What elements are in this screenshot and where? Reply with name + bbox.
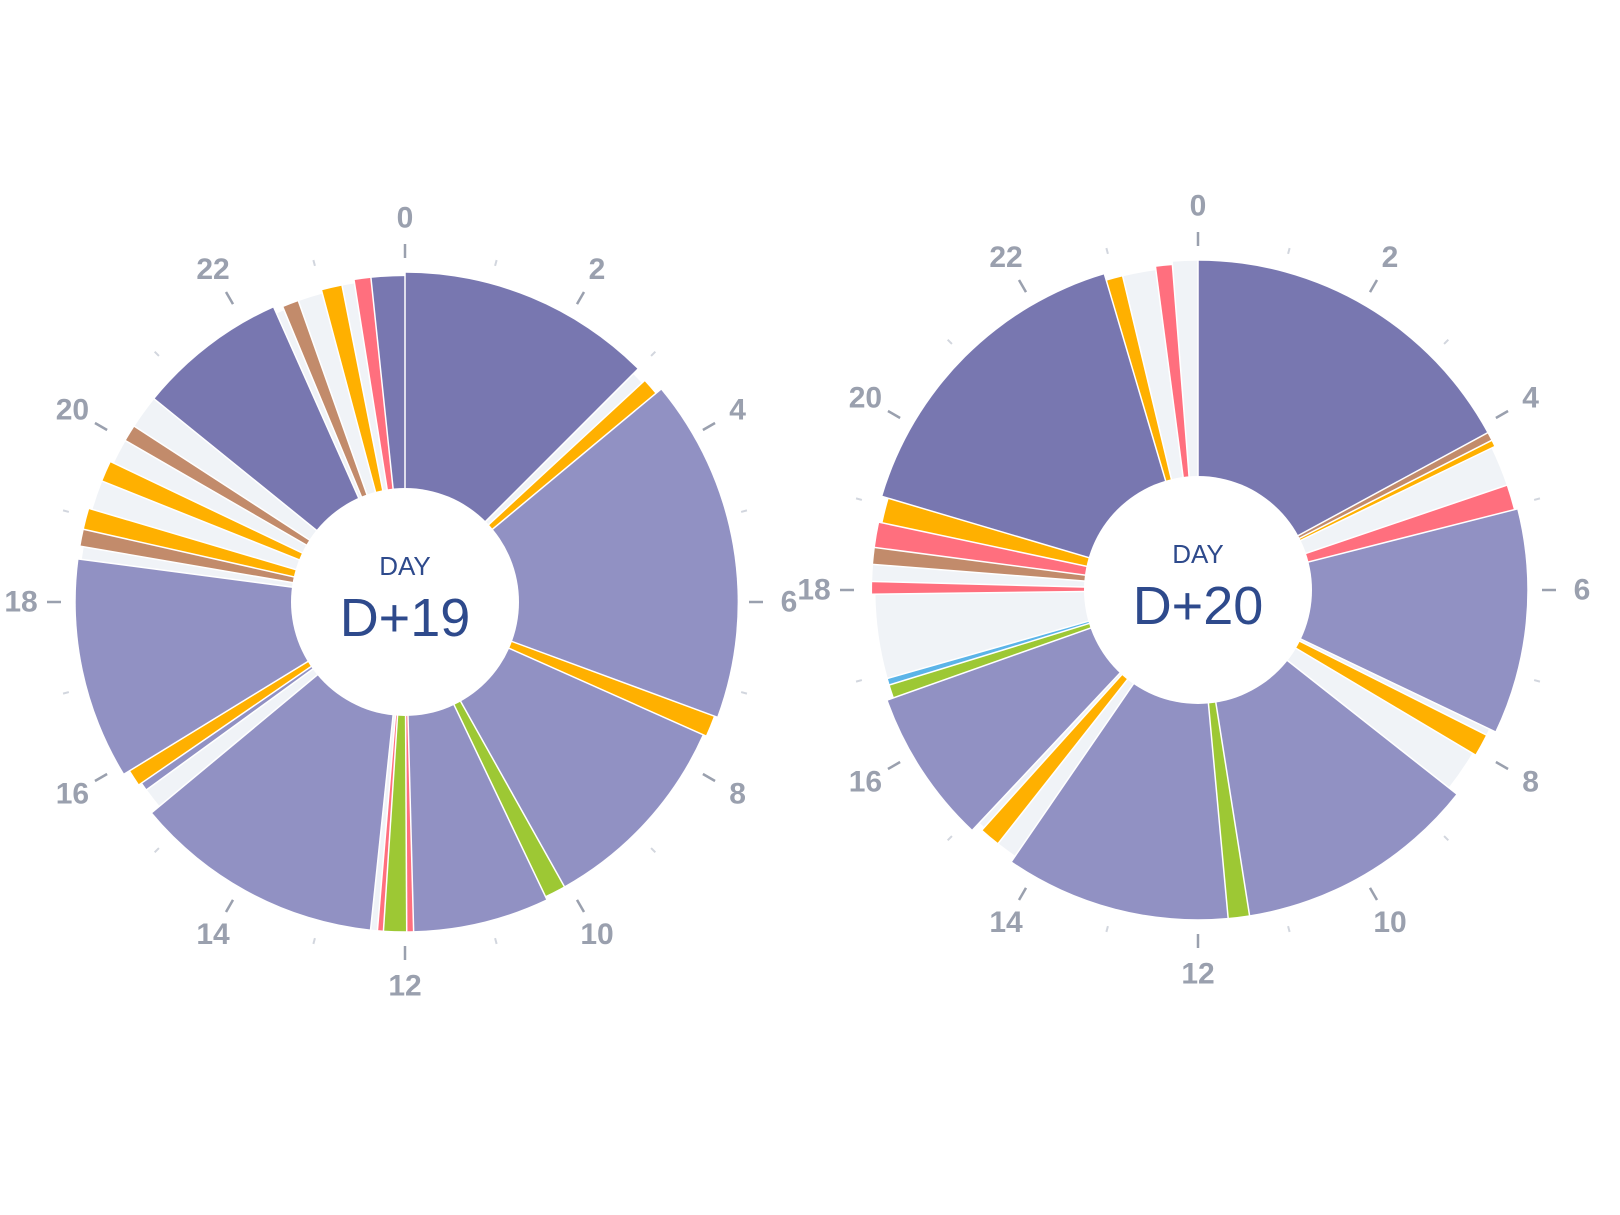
major-tick — [702, 772, 716, 783]
hour-tick-label: 12 — [388, 970, 421, 1003]
major-tick — [887, 409, 901, 420]
minor-ticks — [855, 247, 1541, 933]
hour-tick-label: 0 — [1190, 190, 1207, 223]
hour-tick-label: 20 — [56, 394, 89, 427]
segment-rest — [405, 389, 738, 718]
minor-tick — [1105, 925, 1109, 933]
hour-tick-label: 18 — [4, 586, 37, 619]
minor-tick — [62, 691, 70, 695]
hour-tick-label: 8 — [729, 778, 746, 811]
hour-tick-label: 14 — [989, 906, 1023, 939]
center-day-value: D+19 — [340, 588, 471, 648]
minor-tick — [855, 679, 863, 683]
hour-tick-label: 18 — [797, 574, 830, 607]
center-day-value: D+20 — [1133, 576, 1264, 636]
minor-tick — [1533, 679, 1541, 683]
minor-tick — [153, 350, 160, 357]
center-day-label: DAY — [1172, 539, 1224, 569]
major-tick — [224, 899, 235, 913]
major-ticks: 0 2 4 6 8 10 12 14 16 18 20 22 — [4, 202, 797, 1003]
major-tick — [1495, 760, 1509, 771]
hour-tick-label: 4 — [729, 394, 746, 427]
minor-tick — [1533, 497, 1541, 501]
minor-tick — [312, 259, 316, 267]
day-clock-d20: 0 2 4 6 8 10 12 14 16 18 20 22 DAY D+20 — [797, 190, 1590, 991]
minor-tick — [62, 509, 70, 513]
hour-tick-label: 2 — [1382, 241, 1399, 274]
hour-tick-label: 6 — [781, 586, 798, 619]
center-day-label: DAY — [379, 551, 431, 581]
hour-tick-label: 10 — [580, 918, 613, 951]
minor-tick — [1105, 247, 1109, 255]
minor-tick — [494, 937, 498, 945]
major-tick — [94, 421, 108, 432]
minor-tick — [1287, 247, 1291, 255]
minor-tick — [650, 350, 657, 357]
segment-alert — [872, 581, 1198, 595]
minor-ticks — [62, 259, 748, 945]
minor-tick — [1443, 338, 1450, 345]
major-tick — [1495, 409, 1509, 420]
minor-tick — [740, 509, 748, 513]
major-tick — [1017, 279, 1028, 293]
major-ticks: 0 2 4 6 8 10 12 14 16 18 20 22 — [797, 190, 1590, 991]
segment-rest — [1198, 508, 1528, 732]
minor-tick — [946, 338, 953, 345]
major-tick — [1017, 887, 1028, 901]
hour-tick-label: 0 — [397, 202, 414, 235]
hour-tick-label: 20 — [849, 382, 882, 415]
major-tick — [224, 291, 235, 305]
center-disc — [1084, 476, 1312, 704]
minor-tick — [1287, 925, 1291, 933]
hour-tick-label: 4 — [1522, 382, 1539, 415]
major-tick — [575, 291, 586, 305]
hour-tick-label: 8 — [1522, 766, 1539, 799]
major-tick — [887, 760, 901, 771]
major-tick — [1368, 887, 1379, 901]
major-tick — [575, 899, 586, 913]
hour-tick-label: 6 — [1574, 574, 1591, 607]
hour-tick-label: 16 — [849, 766, 882, 799]
hour-tick-label: 2 — [589, 253, 606, 286]
hour-tick-label: 16 — [56, 778, 89, 811]
hour-tick-label: 22 — [989, 241, 1022, 274]
major-tick — [94, 772, 108, 783]
minor-tick — [740, 691, 748, 695]
minor-tick — [153, 847, 160, 854]
minor-tick — [494, 259, 498, 267]
minor-tick — [855, 497, 863, 501]
major-tick — [702, 421, 716, 432]
hour-tick-label: 12 — [1181, 958, 1214, 991]
minor-tick — [650, 847, 657, 854]
center-disc — [291, 488, 519, 716]
hour-tick-label: 14 — [196, 918, 230, 951]
day-clock-d19: 0 2 4 6 8 10 12 14 16 18 20 22 DAY D+19 — [4, 202, 797, 1003]
hour-tick-label: 22 — [196, 253, 229, 286]
major-tick — [1368, 279, 1379, 293]
minor-tick — [312, 937, 316, 945]
minor-tick — [946, 835, 953, 842]
minor-tick — [1443, 835, 1450, 842]
hour-tick-label: 10 — [1373, 906, 1406, 939]
